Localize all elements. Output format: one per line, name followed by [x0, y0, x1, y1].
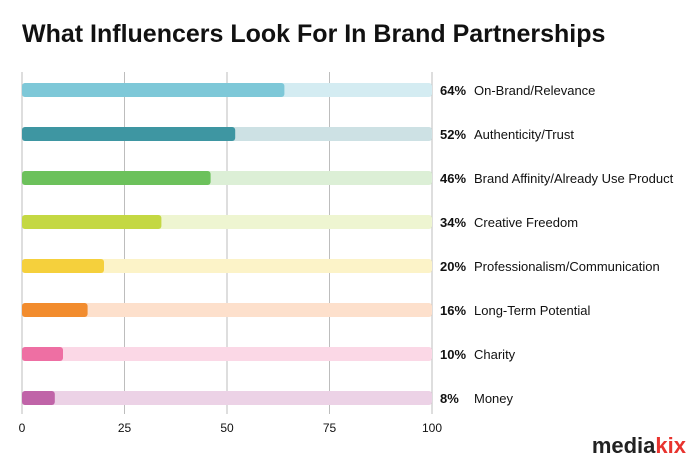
bar	[22, 347, 63, 361]
value-labels: 64% On-Brand/Relevance 52% Authenticity/Tru…	[440, 83, 674, 406]
bar-value-label: 64%	[440, 83, 466, 98]
chart-title: What Influencers Look For In Brand Partn…	[22, 20, 605, 48]
bar-category-label: Money	[474, 391, 514, 406]
bar-category-label: Long-Term Potential	[474, 303, 590, 318]
bar	[22, 259, 104, 273]
bar-category-label: On-Brand/Relevance	[474, 83, 595, 98]
bar-category-label: Creative Freedom	[474, 215, 578, 230]
logo-prefix: media	[592, 433, 656, 458]
gridlines	[21, 72, 433, 414]
bar-track	[22, 259, 432, 273]
bar-track	[22, 303, 432, 317]
bar	[22, 391, 55, 405]
bar-track	[22, 391, 432, 405]
mediakix-logo: mediakix	[592, 433, 687, 458]
bar-category-label: Professionalism/Communication	[474, 259, 660, 274]
bar-value-label: 10%	[440, 347, 466, 362]
bar-track	[22, 347, 432, 361]
x-tick-label: 50	[220, 421, 234, 435]
bar-value-label: 8%	[440, 391, 459, 406]
bar	[22, 171, 211, 185]
bar	[22, 303, 88, 317]
bar-value-label: 52%	[440, 127, 466, 142]
x-tick-label: 100	[422, 421, 442, 435]
logo-suffix: kix	[655, 433, 686, 458]
x-axis-ticks: 0 25 50 75 100	[19, 421, 443, 435]
bars	[22, 83, 432, 405]
bar-value-label: 34%	[440, 215, 466, 230]
bar-value-label: 20%	[440, 259, 466, 274]
x-tick-label: 75	[323, 421, 337, 435]
bar-value-label: 46%	[440, 171, 466, 186]
bar-category-label: Brand Affinity/Already Use Product	[474, 171, 674, 186]
bar-category-label: Charity	[474, 347, 516, 362]
bar	[22, 127, 236, 141]
bar	[22, 83, 285, 97]
x-tick-label: 0	[19, 421, 26, 435]
bar	[22, 215, 162, 229]
bar-value-label: 16%	[440, 303, 466, 318]
x-tick-label: 25	[118, 421, 132, 435]
bar-category-label: Authenticity/Trust	[474, 127, 574, 142]
